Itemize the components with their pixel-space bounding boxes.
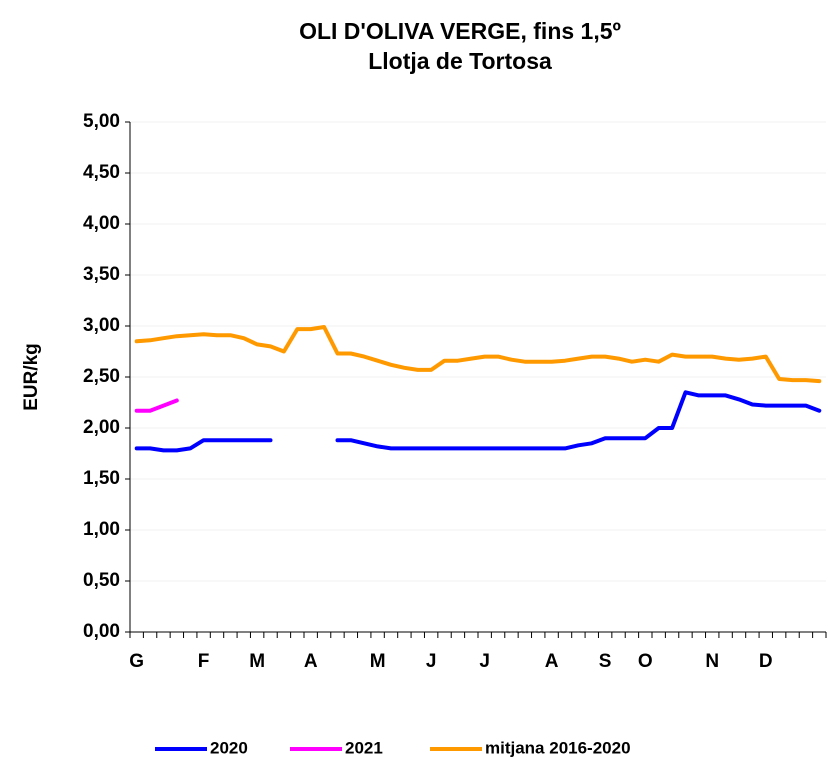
y-tick-label: 4,00 [83, 213, 120, 234]
y-tick-label: 2,50 [83, 366, 120, 387]
x-tick-label: A [545, 651, 559, 672]
legend-label: 2020 [210, 738, 248, 757]
legend-label: mitjana 2016-2020 [485, 738, 631, 757]
legend-label: 2021 [345, 738, 383, 757]
x-tick-label: N [705, 651, 719, 672]
y-tick-label: 2,00 [83, 417, 120, 438]
chart-title: OLI D'OLIVA VERGE, fins 1,5º [299, 18, 621, 44]
series-line [134, 390, 822, 453]
chart-subtitle: Llotja de Tortosa [368, 48, 552, 74]
y-tick-label: 4,50 [83, 162, 120, 183]
y-tick-label: 3,50 [83, 264, 120, 285]
y-tick-label: 1,50 [83, 468, 120, 489]
y-tick-label: 0,00 [83, 621, 120, 642]
y-axis-title: EUR/kg [21, 343, 42, 411]
x-tick-label: J [479, 651, 490, 672]
x-tick-label: D [759, 651, 773, 672]
y-tick-label: 3,00 [83, 315, 120, 336]
x-tick-label: M [249, 651, 265, 672]
x-tick-label: S [599, 651, 612, 672]
x-tick-label: F [198, 651, 210, 672]
series-line [134, 325, 822, 384]
x-tick-label: O [638, 651, 653, 672]
y-tick-label: 5,00 [83, 111, 120, 132]
series-line [134, 398, 179, 413]
x-tick-label: A [304, 651, 318, 672]
x-tick-label: J [426, 651, 437, 672]
x-tick-label: G [129, 651, 144, 672]
x-tick-label: M [370, 651, 386, 672]
y-tick-label: 1,00 [83, 519, 120, 540]
y-tick-label: 0,50 [83, 570, 120, 591]
